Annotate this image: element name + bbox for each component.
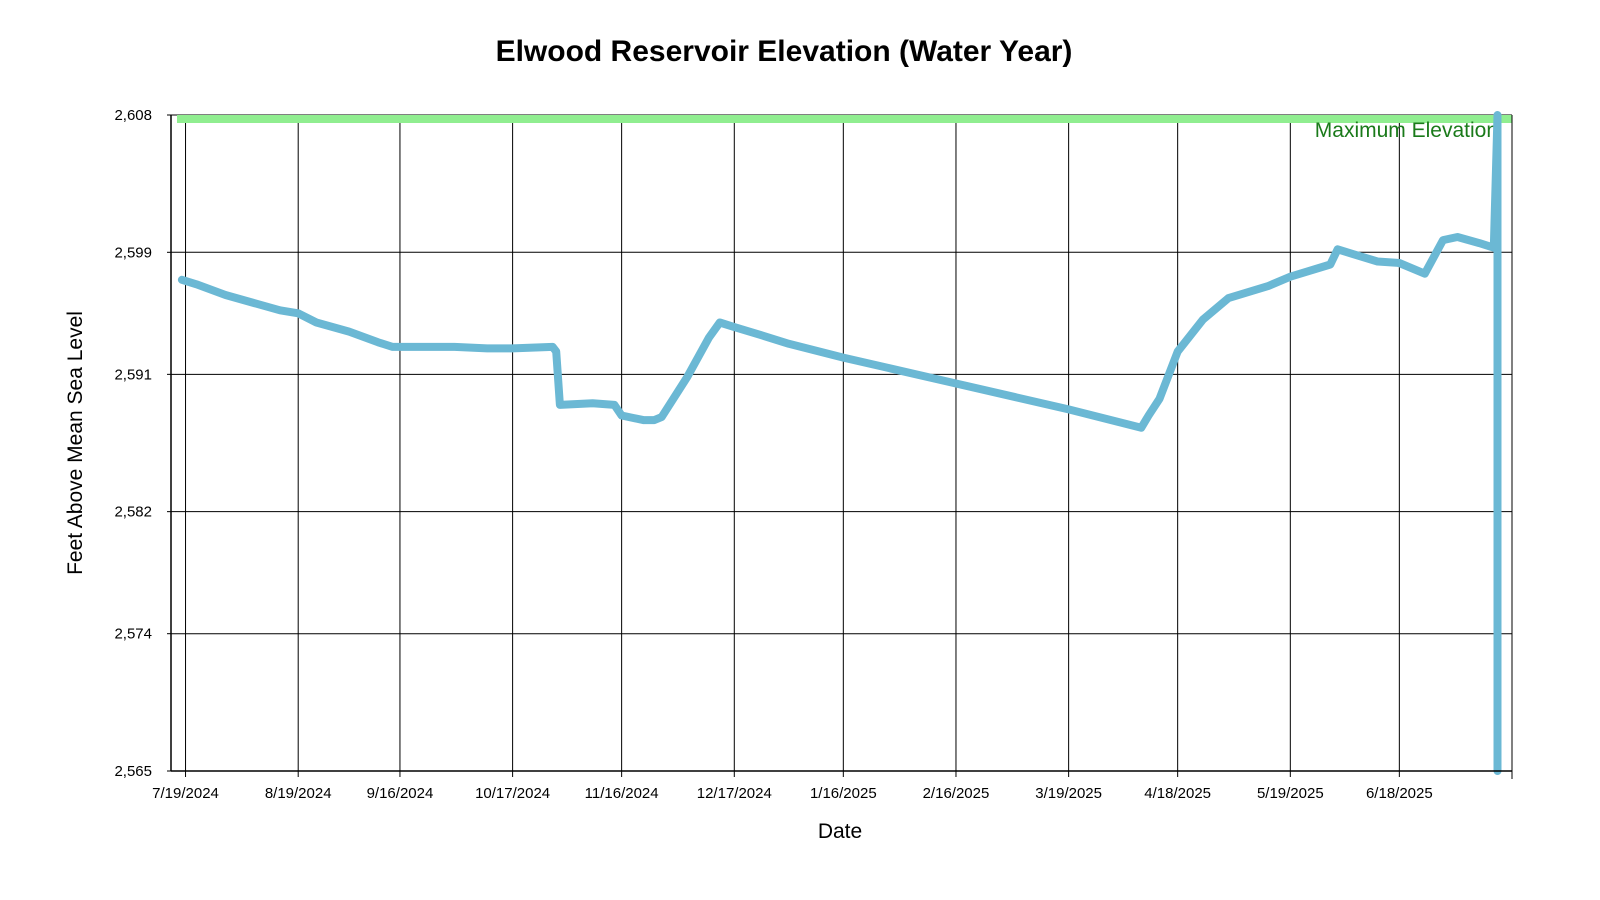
maximum-elevation-label: Maximum Elevation: [1315, 119, 1498, 142]
x-tick-label: 2/16/2025: [923, 785, 990, 802]
x-tick-label: 4/18/2025: [1144, 785, 1211, 802]
x-tick-label: 8/19/2024: [265, 785, 332, 802]
x-tick-label: 11/16/2024: [585, 785, 659, 802]
axes: [167, 114, 1513, 779]
x-tick-label: 7/19/2024: [152, 785, 219, 802]
y-tick-label: 2,574: [114, 626, 152, 643]
chart-title: Elwood Reservoir Elevation (Water Year): [496, 35, 1073, 68]
series-layer: [177, 111, 1502, 775]
x-tick-label: 10/17/2024: [475, 785, 550, 802]
x-tick-label: 6/18/2025: [1366, 785, 1433, 802]
grid: [171, 114, 1512, 772]
maximum-elevation-band: Maximum Elevation: [177, 115, 1512, 142]
x-tick-label: 12/17/2024: [697, 785, 772, 802]
elevation-series-line: [177, 111, 1502, 775]
maximum-elevation-line: [177, 115, 1512, 123]
y-tick-label: 2,599: [114, 244, 152, 261]
x-tick-label: 9/16/2024: [367, 785, 434, 802]
y-tick-label: 2,608: [114, 107, 152, 124]
x-tick-label: 1/16/2025: [810, 785, 877, 802]
x-tick-label: 5/19/2025: [1257, 785, 1324, 802]
y-tick-label: 2,582: [114, 504, 152, 521]
tick-labels: 2,565 2,574 2,582 2,591 2,599 2,608 7/19/2024 8…: [114, 107, 1432, 802]
y-tick-label: 2,565: [114, 763, 152, 780]
x-tick-label: 3/19/2025: [1035, 785, 1102, 802]
y-tick-label: 2,591: [114, 366, 152, 383]
x-axis-label: Date: [818, 820, 862, 843]
y-axis-label: Feet Above Mean Sea Level: [64, 311, 87, 575]
